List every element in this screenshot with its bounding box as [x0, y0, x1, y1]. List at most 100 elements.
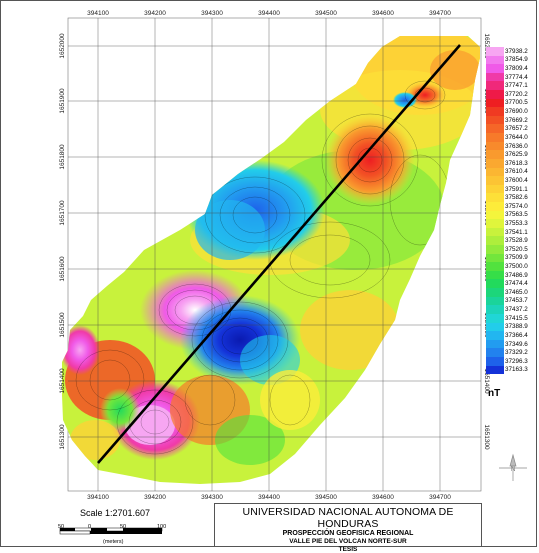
legend-swatch [486, 322, 504, 332]
legend-row: 37541.1 [486, 227, 538, 237]
title-project: PROSPECCIÓN GEOFISICA REGIONAL [282, 530, 414, 537]
y-tick: 1651300 [59, 424, 66, 450]
legend-row: 37509.9 [486, 253, 538, 263]
legend-swatch [486, 64, 504, 73]
legend-swatch [486, 227, 504, 237]
x-tick: 394200 [144, 494, 166, 501]
x-tick: 394400 [258, 10, 280, 17]
legend-row: 37600.4 [486, 176, 538, 185]
legend-row: 37520.5 [486, 245, 538, 254]
legend-label: 37618.3 [505, 159, 528, 167]
legend-swatch [486, 55, 504, 65]
legend-swatch [486, 365, 504, 375]
profile-line [97, 44, 461, 464]
x-tick: 394200 [144, 10, 166, 17]
legend-row: 37366.4 [486, 331, 538, 340]
legend-label: 37563.5 [505, 211, 528, 219]
x-tick: 394300 [201, 494, 223, 501]
scale-bar [59, 527, 163, 535]
legend-swatch [486, 262, 504, 271]
scale-unit: (meters) [103, 539, 124, 545]
legend-label: 37625.9 [505, 151, 528, 159]
legend-label: 37553.3 [505, 219, 528, 227]
legend-label: 37486.9 [505, 271, 528, 279]
legend-row: 37774.4 [486, 72, 538, 82]
y-tick: 1651300 [483, 424, 490, 450]
legend-label: 37500.0 [505, 263, 528, 271]
legend-row: 37669.2 [486, 115, 538, 125]
legend-swatch [486, 90, 504, 99]
legend-swatch [486, 115, 504, 125]
legend-row: 37415.5 [486, 313, 538, 323]
legend-row: 37700.5 [486, 98, 538, 108]
legend-row: 37574.0 [486, 201, 538, 211]
legend-label: 37809.4 [505, 65, 528, 73]
legend-label: 37366.4 [505, 331, 528, 339]
legend-row: 37657.2 [486, 124, 538, 134]
legend-row: 37747.1 [486, 81, 538, 91]
x-tick: 394100 [87, 10, 109, 17]
legend-swatch [486, 141, 504, 151]
legend-row: 37636.0 [486, 141, 538, 151]
legend-label: 37388.9 [505, 323, 528, 331]
x-tick: 394400 [258, 494, 280, 501]
legend-row: 37610.4 [486, 167, 538, 177]
legend-label: 37700.5 [505, 99, 528, 107]
legend-label: 37582.6 [505, 194, 528, 202]
legend-row: 37474.4 [486, 279, 538, 289]
y-tick: 1651400 [59, 368, 66, 394]
legend-label: 37296.3 [505, 357, 528, 365]
y-tick: 1651700 [59, 200, 66, 226]
legend-label: 37747.1 [505, 82, 528, 90]
legend-swatch [486, 176, 504, 185]
legend-label: 37465.0 [505, 288, 528, 296]
legend-label: 37349.6 [505, 340, 528, 348]
legend-swatch [486, 107, 504, 116]
legend-row: 37437.2 [486, 305, 538, 314]
legend-swatch [486, 245, 504, 254]
legend-swatch [486, 356, 504, 366]
y-tick: 1651500 [59, 312, 66, 338]
legend-row: 37486.9 [486, 270, 538, 280]
y-tick: 1652000 [483, 33, 490, 59]
scale-label: 50 [58, 524, 65, 530]
scale-label: 50 [120, 524, 127, 530]
x-tick: 394700 [429, 10, 451, 17]
legend-row: 37329.2 [486, 348, 538, 357]
legend-row: 37453.7 [486, 296, 538, 306]
legend-label: 37669.2 [505, 116, 528, 124]
legend-swatch [486, 331, 504, 340]
legend-swatch [486, 81, 504, 91]
legend-swatch [486, 158, 504, 168]
color-legend: 37938.2 37854.9 37809.4 37774.4 37747.1 37720… [486, 47, 538, 375]
legend-row: 37163.3 [486, 365, 538, 375]
legend-row: 37553.3 [486, 219, 538, 228]
title-block: UNIVERSIDAD NACIONAL AUTONOMA DE HONDURA… [214, 503, 482, 553]
legend-swatch [486, 348, 504, 357]
legend-swatch [486, 98, 504, 108]
x-ticks-top: 394100 394200 394300 394400 394500 39460… [87, 10, 451, 17]
legend-swatch [486, 219, 504, 228]
legend-swatch [486, 305, 504, 314]
x-tick: 394600 [372, 10, 394, 17]
y-tick: 1651600 [59, 256, 66, 282]
legend-swatch [486, 210, 504, 220]
legend-row: 37854.9 [486, 55, 538, 65]
legend-label: 37600.4 [505, 176, 528, 184]
y-tick: 1651800 [59, 144, 66, 170]
legend-row: 37690.0 [486, 107, 538, 116]
legend-row: 37625.9 [486, 150, 538, 159]
legend-label: 37163.3 [505, 366, 528, 374]
title-institution: UNIVERSIDAD NACIONAL AUTONOMA DE HONDURA… [242, 506, 454, 530]
x-tick: 394500 [315, 494, 337, 501]
legend-label: 37591.1 [505, 185, 528, 193]
legend-label: 37938.2 [505, 47, 528, 55]
legend-label: 37854.9 [505, 56, 528, 64]
legend-row: 37296.3 [486, 356, 538, 366]
legend-row: 37349.6 [486, 339, 538, 349]
legend-label: 37690.0 [505, 108, 528, 116]
legend-label: 37636.0 [505, 142, 528, 150]
legend-label: 37520.5 [505, 245, 528, 253]
legend-row: 37618.3 [486, 158, 538, 168]
